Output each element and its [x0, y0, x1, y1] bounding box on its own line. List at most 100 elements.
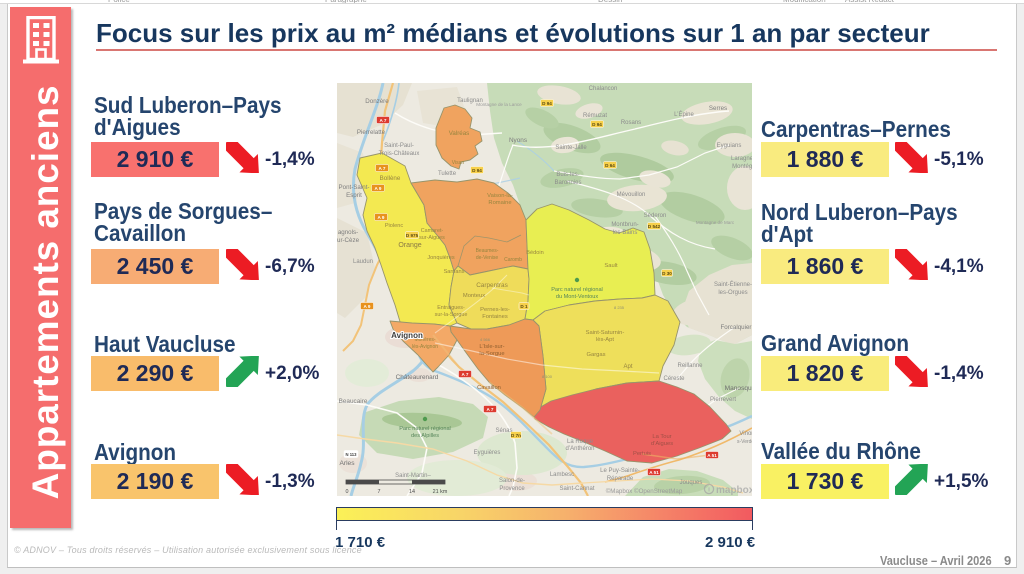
svg-text:8 235: 8 235 — [614, 305, 625, 310]
svg-text:Pierrelatte: Pierrelatte — [357, 129, 386, 136]
svg-text:Cavaillon: Cavaillon — [477, 385, 501, 391]
svg-text:Donzère: Donzère — [365, 98, 389, 105]
svg-text:Orange: Orange — [398, 242, 421, 249]
svg-text:Jonquières: Jonquières — [427, 255, 455, 261]
svg-text:N 113: N 113 — [346, 452, 358, 457]
svg-text:Eyguières: Eyguières — [474, 450, 501, 456]
svg-text:D 30: D 30 — [662, 271, 672, 276]
svg-text:A 7: A 7 — [379, 166, 386, 171]
svg-text:Vaison-la-: Vaison-la- — [487, 193, 513, 199]
svg-text:Eyguians: Eyguians — [717, 143, 742, 149]
svg-text:La Roque: La Roque — [567, 439, 594, 445]
svg-text:21 km: 21 km — [433, 489, 448, 495]
svg-text:Esprit: Esprit — [346, 192, 362, 199]
svg-text:A 7: A 7 — [487, 407, 494, 412]
svg-text:Camaret-: Camaret- — [421, 228, 444, 234]
svg-text:Salon-de-: Salon-de- — [499, 478, 525, 484]
svg-text:Reillanne: Reillanne — [677, 363, 703, 369]
svg-text:Gargas: Gargas — [586, 352, 605, 358]
svg-text:Rosans: Rosans — [621, 120, 641, 126]
svg-text:d’Aigues: d’Aigues — [651, 441, 673, 447]
svg-text:Lambesc: Lambesc — [550, 472, 574, 478]
svg-text:mapbox: mapbox — [716, 485, 752, 496]
svg-text:Sainte-Jalle: Sainte-Jalle — [555, 145, 587, 151]
svg-text:la-Sorgue: la-Sorgue — [479, 351, 504, 357]
svg-text:Saint-Paul-: Saint-Paul- — [384, 143, 414, 149]
svg-text:Manosque: Manosque — [725, 385, 752, 392]
svg-text:Pertuis: Pertuis — [633, 451, 651, 457]
svg-text:D 94: D 94 — [592, 122, 602, 127]
svg-text:Apt: Apt — [623, 364, 632, 370]
svg-text:4 566: 4 566 — [480, 337, 491, 342]
svg-text:Arles: Arles — [339, 460, 355, 467]
svg-text:Visan: Visan — [452, 160, 465, 166]
svg-text:Parc naturel régional: Parc naturel régional — [551, 287, 603, 293]
svg-text:A 51: A 51 — [649, 470, 659, 475]
svg-text:sur-Aigues: sur-Aigues — [419, 235, 445, 241]
svg-text:Pierrevert: Pierrevert — [710, 397, 736, 403]
svg-text:Fontaines: Fontaines — [482, 314, 508, 320]
svg-text:Réparade: Réparade — [607, 476, 634, 482]
svg-text:D 975: D 975 — [406, 233, 419, 238]
svg-text:Montagne de Marc: Montagne de Marc — [696, 220, 735, 225]
svg-text:Avignon: Avignon — [391, 331, 423, 340]
svg-text:Serres: Serres — [709, 105, 727, 112]
svg-text:Bollène: Bollène — [380, 175, 401, 182]
svg-text:les-Bains: les-Bains — [613, 230, 638, 236]
svg-text:Saint-Cannat: Saint-Cannat — [559, 486, 594, 492]
svg-text:de-Venise: de-Venise — [476, 255, 498, 261]
svg-text:Monteux: Monteux — [463, 293, 485, 299]
svg-text:14: 14 — [409, 489, 415, 495]
svg-text:du Mont-Ventoux: du Mont-Ventoux — [556, 294, 598, 300]
svg-text:Pernes-les-: Pernes-les- — [480, 307, 510, 313]
svg-text:Montég.: Montég. — [732, 164, 752, 170]
svg-text:Buis-les-: Buis-les- — [556, 172, 579, 178]
svg-text:Saint-Saturnin-: Saint-Saturnin- — [586, 330, 625, 336]
svg-text:d’Anthéron: d’Anthéron — [565, 446, 594, 452]
svg-text:Pont-Saint-: Pont-Saint- — [339, 184, 370, 191]
svg-text:Montbrun-: Montbrun- — [611, 222, 638, 228]
svg-text:D 1: D 1 — [520, 304, 528, 309]
svg-text:A 51: A 51 — [707, 453, 717, 458]
svg-text:Caromb: Caromb — [504, 257, 522, 263]
svg-text:Beaumes-: Beaumes- — [476, 248, 499, 254]
svg-text:Beaucaire: Beaucaire — [339, 398, 368, 405]
svg-text:A 7: A 7 — [462, 372, 469, 377]
svg-text:Parc naturel régional: Parc naturel régional — [399, 426, 451, 432]
svg-text:A 9: A 9 — [375, 186, 382, 191]
svg-text:Provence: Provence — [499, 486, 525, 492]
svg-text:Le Puy-Sainte-: Le Puy-Sainte- — [600, 468, 640, 474]
svg-text:Sault: Sault — [604, 263, 618, 269]
svg-text:Saint-Martin–: Saint-Martin– — [395, 473, 431, 479]
svg-text:Laragne-: Laragne- — [731, 156, 752, 162]
svg-text:Mévouillon: Mévouillon — [617, 192, 646, 198]
svg-text:D 542: D 542 — [648, 224, 661, 229]
svg-text:Trois-Châteaux: Trois-Châteaux — [379, 151, 420, 157]
svg-text:Bédoin: Bédoin — [526, 250, 543, 256]
svg-text:Rémuzat: Rémuzat — [583, 113, 607, 119]
svg-text:lès-Apt: lès-Apt — [596, 337, 614, 343]
svg-text:A 9: A 9 — [364, 304, 371, 309]
svg-text:D 7n: D 7n — [511, 433, 521, 438]
svg-text:©Mapbox ©OpenStreetMap: ©Mapbox ©OpenStreetMap — [606, 488, 683, 495]
svg-text:D 64: D 64 — [605, 163, 615, 168]
svg-text:D 94: D 94 — [542, 101, 552, 106]
svg-text:L’Isle-sur-: L’Isle-sur- — [479, 344, 504, 350]
svg-text:Baronnies: Baronnies — [554, 180, 581, 186]
svg-text:Châteaurenard: Châteaurenard — [396, 374, 439, 381]
svg-text:Taulignan: Taulignan — [457, 98, 483, 104]
svg-text:Chalancon: Chalancon — [589, 86, 618, 92]
svg-text:des Alpilles: des Alpilles — [411, 433, 439, 439]
svg-text:A 9: A 9 — [378, 215, 385, 220]
svg-text:agnols-: agnols- — [338, 229, 358, 236]
svg-text:Séderon: Séderon — [644, 213, 667, 219]
svg-text:sur-la-Sorgue: sur-la-Sorgue — [435, 312, 468, 318]
svg-text:Valréas: Valréas — [449, 130, 470, 137]
svg-text:les-Orgues: les-Orgues — [718, 290, 747, 296]
svg-text:Vinon: Vinon — [739, 431, 752, 437]
svg-text:Laudun: Laudun — [353, 259, 373, 265]
svg-text:Piolenc: Piolenc — [385, 223, 404, 229]
svg-text:7: 7 — [378, 489, 381, 495]
svg-text:Jouques: Jouques — [680, 480, 703, 486]
svg-text:A 7: A 7 — [380, 118, 387, 123]
